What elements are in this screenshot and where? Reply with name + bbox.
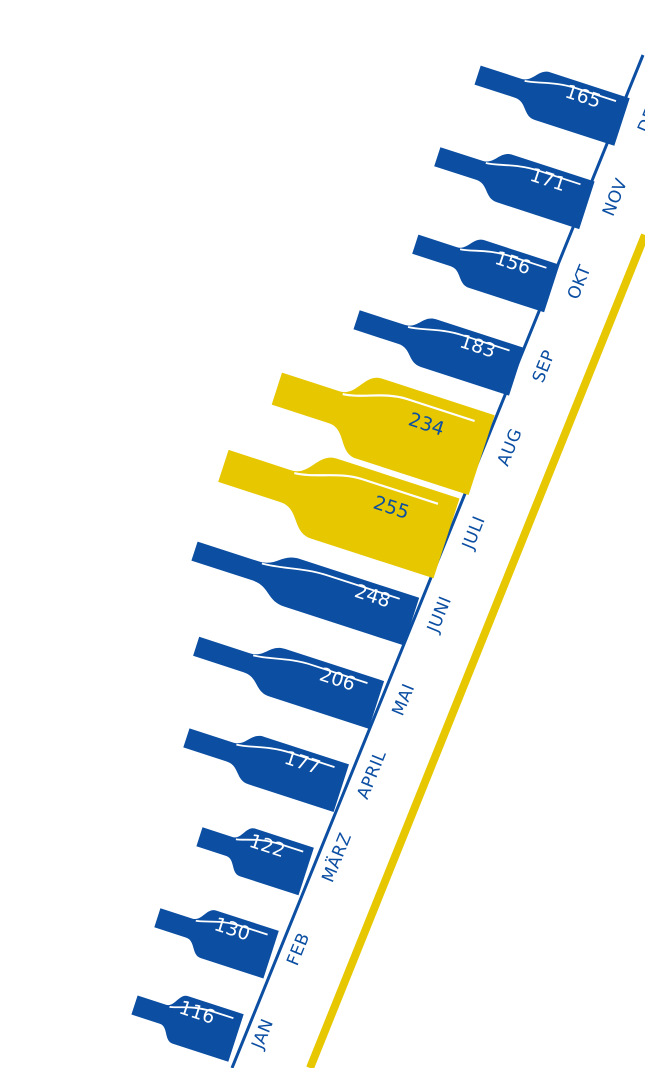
bottle-shine xyxy=(524,80,617,102)
accent-line xyxy=(306,233,645,1068)
bottle-shine xyxy=(342,393,475,423)
bar-aug: 234 xyxy=(271,372,495,495)
bottle-bar-mai xyxy=(193,636,385,729)
bottle-shine xyxy=(252,654,368,684)
month-label-märz: MÄRZ xyxy=(317,830,356,886)
month-label-nov: NOV xyxy=(599,176,632,220)
bottle-bar-okt xyxy=(412,234,560,313)
bottle-shine xyxy=(485,162,581,186)
bottle-shine xyxy=(236,743,335,768)
bottle-bar-nov xyxy=(434,147,595,230)
bottle-shine xyxy=(235,838,304,853)
bottle-bar-sep xyxy=(353,310,525,396)
bottle-shine xyxy=(459,248,547,269)
month-label-feb: FEB xyxy=(283,930,314,969)
bar-april: 177 xyxy=(183,728,349,812)
bottle-bar-aug xyxy=(271,372,495,495)
bottle-shine xyxy=(407,326,510,352)
bottle-bar-feb xyxy=(154,908,279,979)
bar-okt: 156 xyxy=(412,234,560,313)
bottle-bar-märz xyxy=(196,827,314,896)
bar-märz: 122 xyxy=(196,827,314,896)
bottle-bar-april xyxy=(183,728,349,812)
bottle-shine xyxy=(261,562,400,600)
month-label-aug: AUG xyxy=(494,426,527,469)
bottle-bar-dez xyxy=(474,65,630,146)
bar-feb: 130 xyxy=(154,908,279,979)
bottle-shine xyxy=(169,1006,234,1020)
month-label-juni: JUNI xyxy=(423,594,456,637)
bottle-bar-juni xyxy=(191,541,420,646)
month-label-sep: SEP xyxy=(529,347,560,385)
bottle-bar-juli xyxy=(218,449,460,579)
bar-jan: 116 xyxy=(131,995,244,1062)
month-label-juli: JULI xyxy=(458,513,490,553)
bar-dez: 165 xyxy=(474,65,630,146)
month-label-mai: MAI xyxy=(388,681,419,719)
bar-nov: 171 xyxy=(434,147,595,230)
bar-mai: 206 xyxy=(193,636,385,729)
month-label-dez: DEZ xyxy=(634,94,645,136)
month-label-okt: OKT xyxy=(564,262,596,302)
bar-juni: 248 xyxy=(191,541,420,646)
bar-juli: 255 xyxy=(218,449,460,579)
bottle-shine xyxy=(195,919,268,936)
bottle-shine xyxy=(294,472,439,505)
